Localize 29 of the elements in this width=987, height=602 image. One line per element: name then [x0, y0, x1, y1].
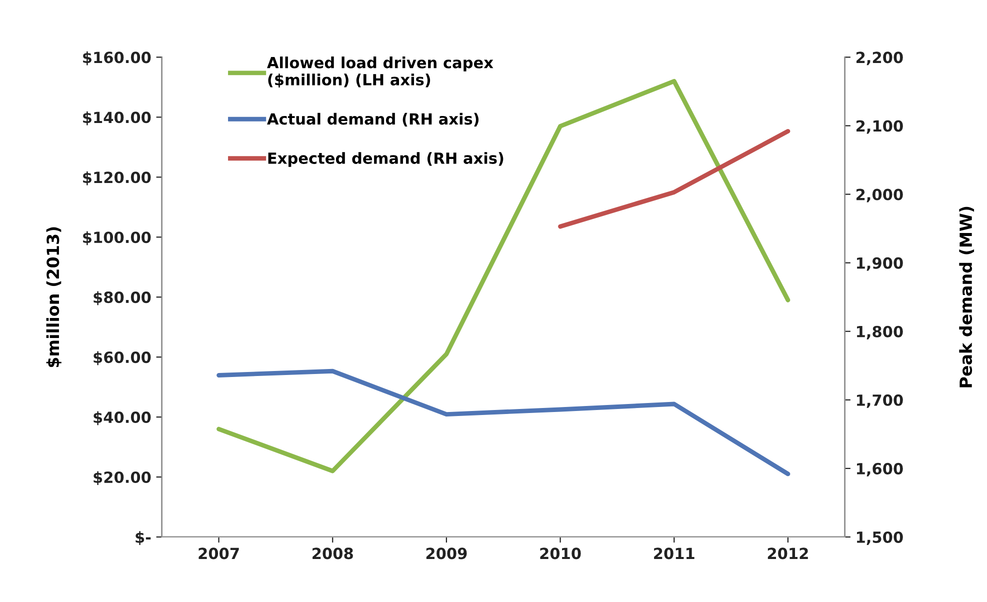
y2-tick-label: 2,200: [856, 52, 903, 66]
x-tick-label: 2007: [198, 548, 239, 560]
line-series: [216, 368, 790, 476]
x-tick-label: 2008: [312, 548, 353, 560]
x-tick-label: 2011: [654, 548, 694, 560]
y-tick-label: $100.00: [83, 231, 151, 246]
y2-tick-label: 1,700: [857, 394, 903, 408]
y-axis-title: $million (2013): [46, 227, 62, 368]
legend-label: Allowed load driven capex ($million) (LH axis): [267, 56, 494, 88]
y2-axis-title: Peak demand (MW): [959, 206, 974, 388]
y-tick-label: $120.00: [83, 171, 151, 186]
x-tick-label: 2012: [768, 548, 808, 560]
y-tick-label: $140.00: [83, 111, 151, 126]
y-tick-label: $20.00: [94, 471, 151, 486]
y2-tick-label: 2,000: [856, 188, 903, 202]
legend-label: Actual demand (RH axis): [267, 112, 479, 127]
y2-tick-label: 1,900: [857, 257, 903, 271]
y2-tick-label: 1,500: [857, 531, 903, 545]
y-tick-label: $40.00: [94, 411, 151, 426]
y-tick-label: $80.00: [94, 291, 151, 306]
x-tick-label: 2010: [540, 548, 581, 560]
y-tick-label: $-: [136, 531, 151, 546]
legend-label: Expected demand (RH axis): [268, 152, 504, 167]
y2-tick-label: 2,100: [856, 120, 903, 134]
x-tick-label: 2009: [426, 548, 467, 560]
y2-tick-label: 1,600: [857, 462, 903, 476]
y-tick-label: $160.00: [83, 51, 151, 66]
y2-tick-label: 1,800: [857, 326, 903, 340]
y-tick-label: $60.00: [94, 351, 151, 366]
